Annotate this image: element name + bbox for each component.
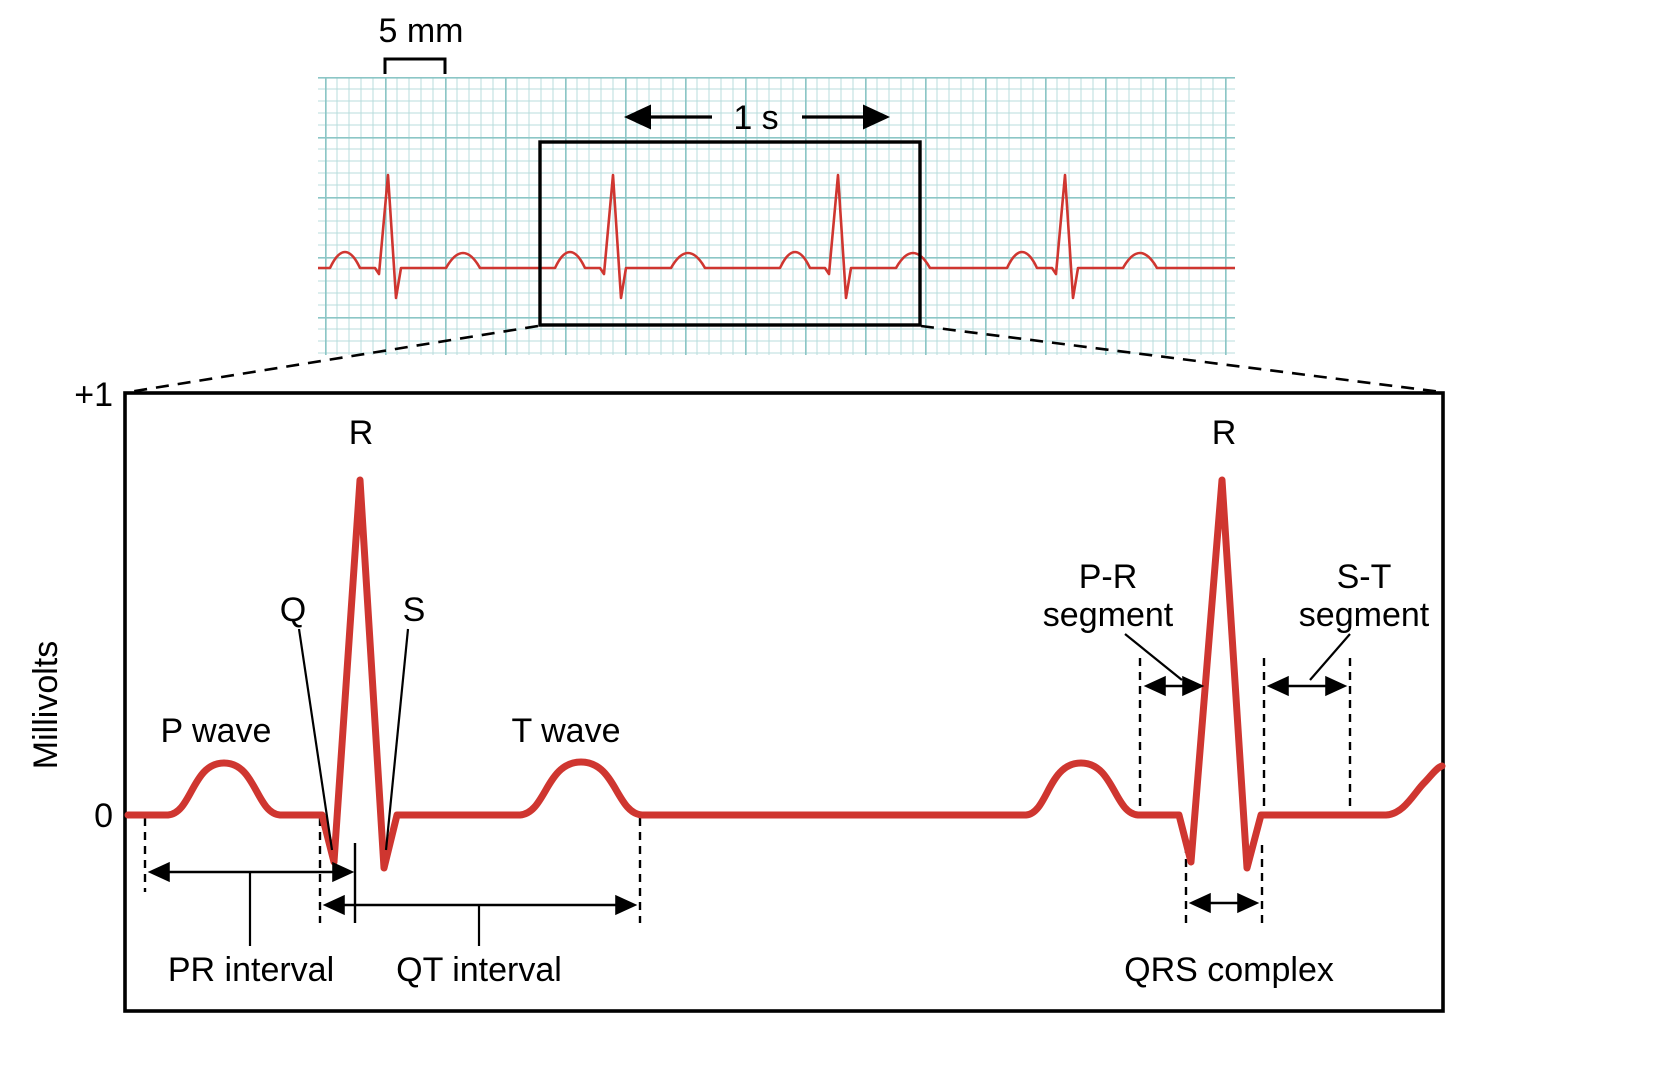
r-wave-label-1: R: [349, 414, 374, 452]
magnified-ecg-box: R Q S P wave T wave R PR interval QT int…: [123, 391, 1446, 1013]
pr-segment-pointer-line: [1124, 633, 1183, 681]
s-pointer-line: [384, 628, 410, 851]
st-segment-label-line1: S-T: [1337, 558, 1392, 596]
qrs-complex-label: QRS complex: [1124, 951, 1334, 989]
ecg-grid-paper: [318, 77, 1235, 355]
axis-y-title: Millivolts: [27, 641, 65, 769]
p-wave-label: P wave: [161, 712, 272, 750]
magnified-box-border: [123, 391, 1445, 1013]
s-wave-label: S: [403, 591, 426, 629]
pr-segment-label-line1: P-R: [1079, 558, 1138, 596]
five-mm-bracket: [383, 57, 447, 74]
qt-interval-label: QT interval: [396, 951, 562, 989]
axis-labels: +1 0 Millivolts: [27, 376, 113, 835]
st-segment-pointer-line: [1309, 633, 1351, 681]
ecg-strip: 5 mm 1 s: [318, 12, 1235, 355]
one-second-label: 1 s: [733, 99, 778, 137]
axis-plus-one-label: +1: [74, 376, 113, 414]
pr-segment-label-line2: segment: [1043, 596, 1174, 634]
t-wave-label: T wave: [512, 712, 621, 750]
dashed-reference-lines: [143, 658, 1352, 923]
q-wave-label: Q: [280, 591, 306, 629]
connector-dashed-left: [128, 324, 539, 394]
ecg-magnified-trace: [124, 476, 1446, 872]
r-wave-label-2: R: [1212, 414, 1237, 452]
pr-interval-label: PR interval: [168, 951, 334, 989]
zoom-selection-rect: [538, 140, 922, 327]
q-pointer-line: [297, 628, 334, 851]
five-mm-label: 5 mm: [379, 12, 464, 50]
ecg-strip-trace: [318, 173, 1235, 300]
magnification-connectors: [128, 324, 1442, 394]
axis-zero-label: 0: [94, 797, 113, 835]
st-segment-label-line2: segment: [1299, 596, 1430, 634]
